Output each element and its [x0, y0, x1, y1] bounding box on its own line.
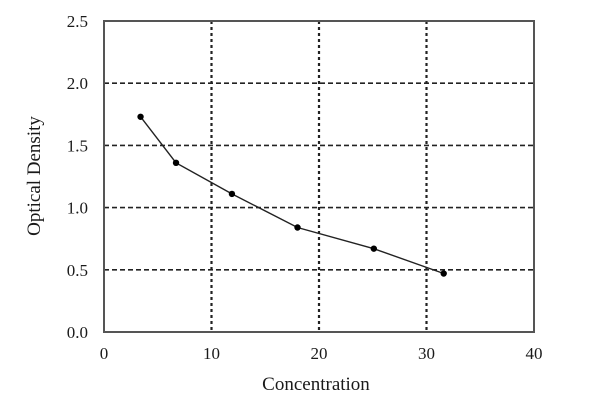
series-line: [140, 116, 444, 275]
y-axis-tick-labels: 0.0 0.5 1.0 1.5 2.0 2.5: [67, 12, 88, 342]
y-axis-title: Optical Density: [24, 116, 45, 236]
x-tick-label: 10: [203, 344, 220, 363]
x-tick-label: 20: [311, 344, 328, 363]
data-point: [228, 190, 236, 198]
x-tick-label: 0: [100, 344, 109, 363]
y-tick-label: 0.5: [67, 261, 88, 280]
y-tick-label: 1.5: [67, 136, 88, 155]
y-tick-label: 1.0: [67, 199, 88, 218]
plot-frame: [103, 20, 535, 333]
y-tick-label: 0.0: [67, 323, 88, 342]
y-tick-label: 2.0: [67, 74, 88, 93]
data-points: [137, 113, 447, 277]
data-point: [137, 113, 144, 120]
data-point: [440, 270, 447, 277]
y-tick-label: 2.5: [67, 12, 88, 31]
x-axis-title: Concentration: [262, 374, 370, 395]
data-point: [370, 245, 378, 252]
grid-lines: [104, 21, 534, 332]
x-tick-label: 30: [418, 344, 435, 363]
data-point: [172, 159, 180, 167]
x-tick-label: 40: [526, 344, 543, 363]
data-point: [294, 224, 301, 231]
x-axis-tick-labels: 0 10 20 30 40: [100, 344, 543, 363]
